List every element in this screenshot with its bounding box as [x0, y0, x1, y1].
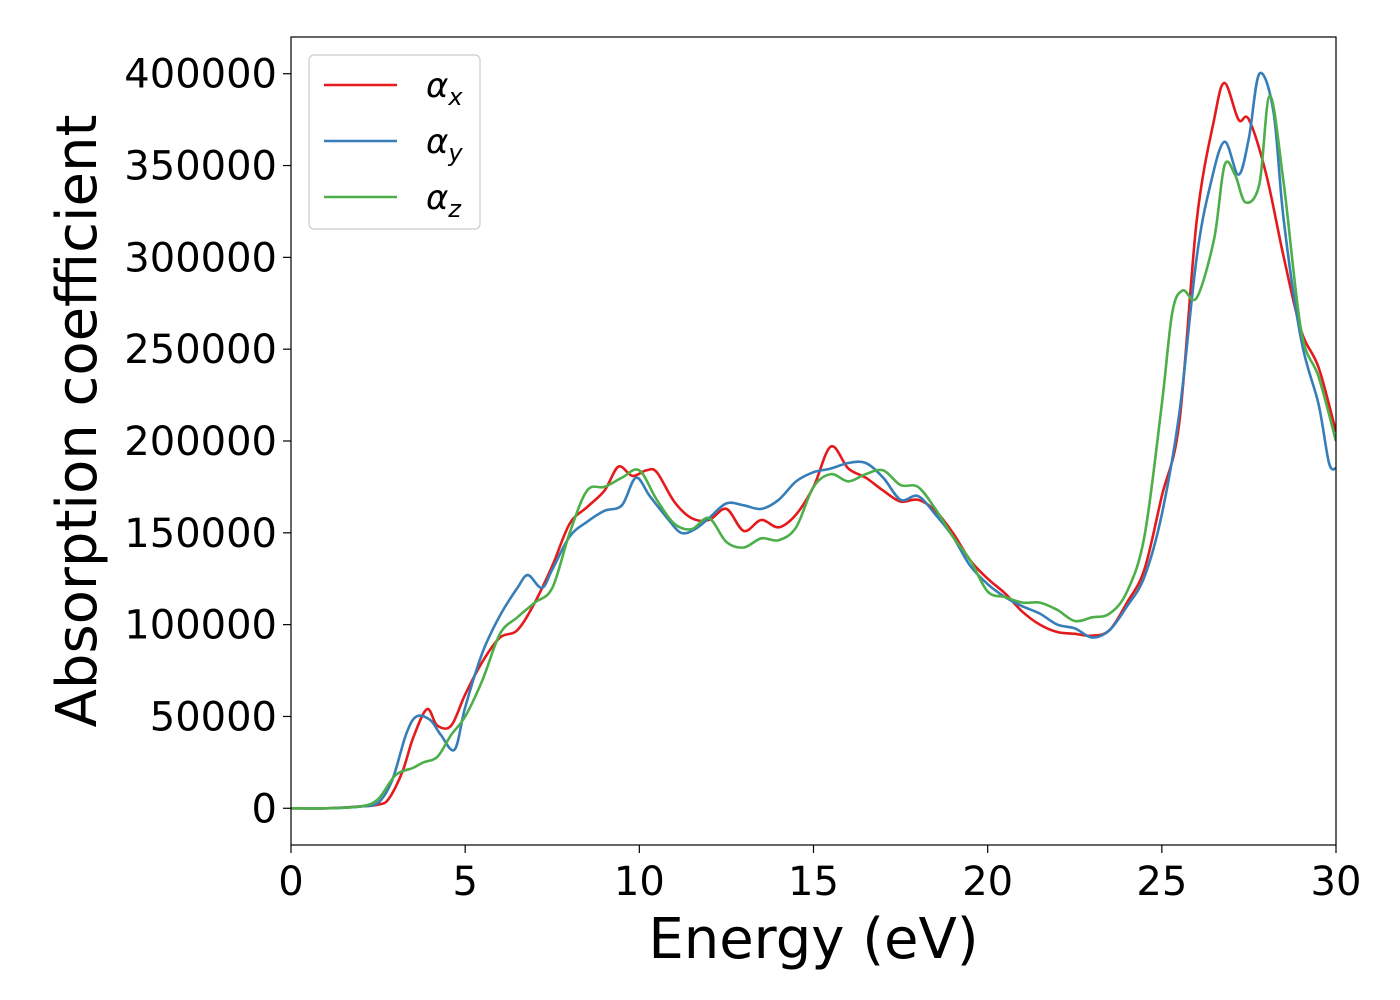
- legend-symbol: α: [426, 178, 448, 218]
- legend-subscript: x: [447, 83, 463, 111]
- y-tick-label: 100000: [124, 603, 277, 649]
- y-tick-label: 200000: [124, 419, 277, 465]
- x-tick-label: 5: [452, 859, 477, 905]
- x-tick-label: 25: [1136, 859, 1187, 905]
- y-tick-label: 0: [252, 786, 277, 832]
- x-tick-label: 0: [278, 859, 303, 905]
- series-line-y: [291, 71, 1336, 810]
- y-tick-label: 250000: [124, 327, 277, 373]
- legend-label: αz: [426, 178, 462, 223]
- x-tick-label: 10: [614, 859, 665, 905]
- x-tick-label: 20: [962, 859, 1013, 905]
- y-tick-label: 150000: [124, 511, 277, 557]
- legend-subscript: y: [447, 139, 463, 167]
- legend-symbol: α: [426, 66, 448, 106]
- legend-symbol: α: [426, 122, 448, 162]
- x-tick-label: 30: [1311, 859, 1362, 905]
- y-tick-label: 400000: [124, 52, 277, 98]
- x-axis: 0 5 10 15 20 25 30: [278, 845, 1361, 905]
- y-tick-label: 300000: [124, 235, 277, 281]
- legend-label: αx: [426, 66, 463, 111]
- series-layer: [291, 71, 1336, 810]
- x-axis-title: Energy (eV): [648, 907, 978, 972]
- legend-label: αy: [426, 122, 463, 167]
- x-tick-label: 15: [788, 859, 839, 905]
- series-line-z: [291, 94, 1336, 810]
- y-tick-label: 50000: [150, 694, 277, 740]
- y-axis-title: Absorption coefficient: [45, 115, 110, 728]
- legend-subscript: z: [447, 195, 462, 223]
- y-axis: 0 50000 100000 150000 200000 250000 300000 3500…: [124, 52, 291, 832]
- y-tick-label: 350000: [124, 144, 277, 190]
